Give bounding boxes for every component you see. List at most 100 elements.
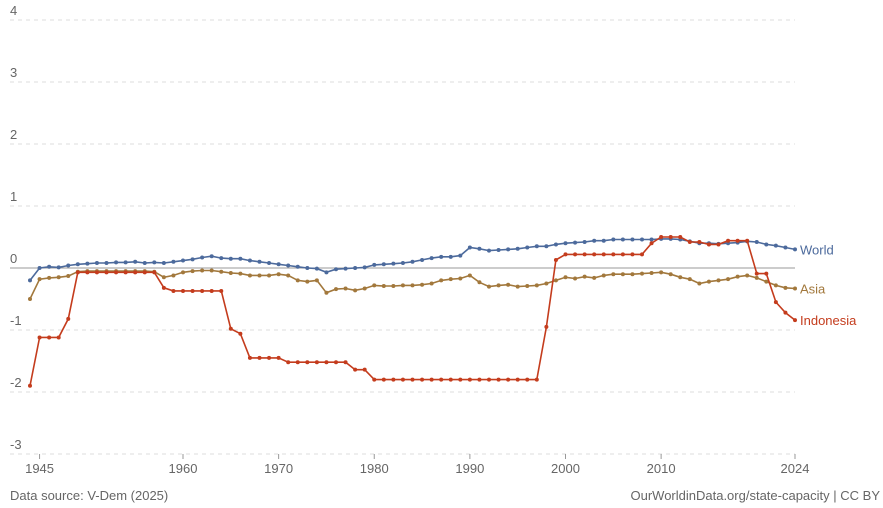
- point: [257, 273, 262, 278]
- y-tick-label: 3: [10, 65, 17, 80]
- point: [448, 254, 453, 259]
- point: [735, 274, 740, 279]
- point: [334, 287, 338, 292]
- point: [152, 260, 157, 265]
- point: [525, 377, 530, 382]
- point: [487, 248, 491, 253]
- x-tick-label: 2024: [781, 461, 810, 476]
- point: [544, 281, 549, 286]
- point: [467, 273, 472, 278]
- point: [85, 270, 90, 275]
- point: [75, 270, 80, 275]
- point: [295, 278, 300, 283]
- point: [496, 283, 501, 288]
- point: [697, 239, 702, 244]
- point: [659, 235, 664, 239]
- point: [563, 275, 568, 280]
- point: [219, 269, 224, 274]
- point: [47, 275, 52, 280]
- point: [506, 282, 511, 287]
- point: [56, 265, 61, 270]
- point: [104, 261, 109, 266]
- point: [706, 279, 711, 284]
- point: [553, 257, 558, 262]
- point: [620, 272, 625, 277]
- point: [735, 238, 740, 243]
- point: [28, 383, 32, 388]
- point: [620, 252, 625, 257]
- point: [142, 261, 147, 266]
- point: [534, 283, 539, 288]
- point: [295, 264, 300, 269]
- point: [620, 237, 625, 242]
- point: [400, 283, 405, 288]
- point: [410, 259, 415, 264]
- x-tick-label: 1970: [264, 461, 293, 476]
- point: [400, 377, 405, 382]
- point: [28, 278, 32, 283]
- point: [85, 261, 90, 266]
- point: [448, 377, 453, 382]
- point: [142, 270, 147, 275]
- point: [133, 259, 138, 264]
- point: [477, 280, 482, 285]
- series-label: Indonesia: [800, 313, 857, 328]
- point: [439, 254, 444, 259]
- point: [133, 270, 138, 275]
- point: [764, 242, 769, 247]
- point: [152, 270, 157, 275]
- point: [420, 377, 425, 382]
- point: [678, 275, 683, 280]
- point: [467, 377, 472, 382]
- point: [343, 286, 348, 291]
- point: [553, 242, 558, 247]
- point: [420, 257, 425, 262]
- point: [496, 377, 501, 382]
- point: [544, 324, 549, 329]
- point: [391, 283, 396, 288]
- point: [496, 248, 501, 253]
- point: [247, 258, 252, 263]
- point: [592, 275, 597, 280]
- point: [257, 355, 262, 360]
- point: [716, 278, 721, 283]
- point: [582, 252, 587, 257]
- point: [630, 237, 635, 242]
- point: [267, 273, 272, 278]
- point: [238, 256, 243, 261]
- point: [343, 360, 348, 365]
- point: [487, 284, 491, 289]
- point: [171, 288, 176, 293]
- point: [305, 360, 310, 365]
- point: [534, 377, 539, 382]
- point: [305, 279, 310, 284]
- point: [353, 367, 358, 372]
- point: [582, 239, 587, 244]
- point: [611, 237, 616, 242]
- point: [295, 360, 300, 365]
- x-tick-label: 2000: [551, 461, 580, 476]
- point: [439, 278, 444, 283]
- point: [228, 326, 233, 331]
- y-tick-label: 1: [10, 189, 17, 204]
- point: [353, 266, 358, 270]
- point: [391, 377, 396, 382]
- point: [640, 271, 644, 276]
- point: [420, 282, 425, 287]
- point: [649, 237, 654, 242]
- point: [181, 270, 185, 275]
- point: [640, 252, 644, 257]
- point: [678, 235, 683, 239]
- point: [37, 266, 42, 270]
- point: [429, 377, 434, 382]
- point: [592, 252, 597, 257]
- point: [553, 278, 558, 283]
- point: [56, 335, 61, 340]
- point: [200, 255, 205, 260]
- point: [94, 261, 99, 266]
- point: [783, 310, 788, 315]
- point: [534, 244, 539, 249]
- point: [343, 266, 348, 271]
- point: [467, 245, 472, 250]
- point: [219, 288, 224, 293]
